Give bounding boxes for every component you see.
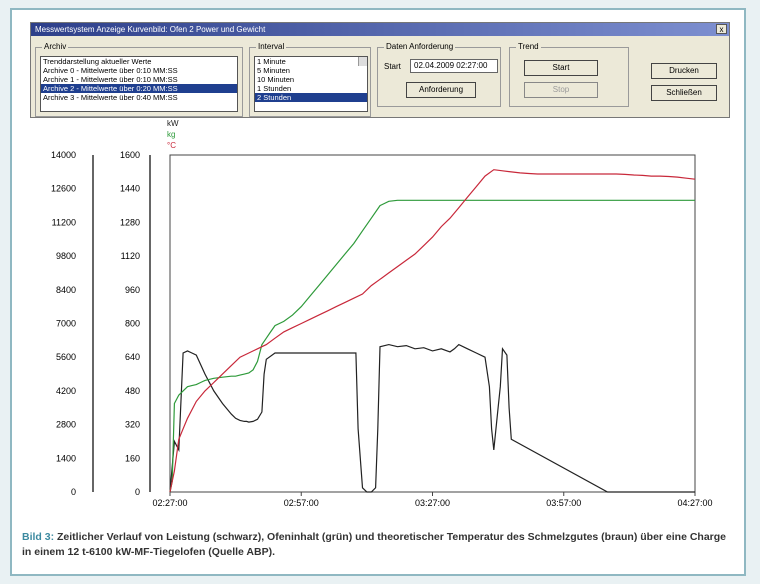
archiv-list-item[interactable]: Archive 0 - Mittelwerte über 0:10 MM:SS [43,66,178,75]
interval-group-label: Interval [256,42,287,51]
trend-stop-button[interactable]: Stop [524,82,598,98]
daten-group: Daten Anforderung Start 02.04.2009 02:27… [377,42,501,107]
start-datetime-field[interactable]: 02.04.2009 02:27:00 [410,59,498,73]
start-label: Start [384,62,401,71]
interval-scrollbar[interactable] [358,57,367,66]
print-button[interactable]: Drucken [651,63,717,79]
figure-caption: Bild 3: Zeitlicher Verlauf von Leistung … [22,530,730,560]
window-title: Messwertsystem Anzeige Kurvenbild: Ofen … [31,23,729,36]
archiv-list-item[interactable]: Archive 1 - Mittelwerte über 0:10 MM:SS [43,75,178,84]
unit-label-kw: kW [167,119,179,128]
interval-list-item-selected[interactable]: 2 Stunden [255,93,367,102]
interval-list[interactable]: 1 Minute 5 Minuten 10 Minuten 1 Stunden … [254,56,368,112]
app-window: Messwertsystem Anzeige Kurvenbild: Ofen … [30,22,730,118]
daten-group-label: Daten Anforderung [384,42,456,51]
archiv-group-label: Archiv [42,42,69,51]
interval-list-item[interactable]: 10 Minuten [257,75,295,84]
caption-text: Zeitlicher Verlauf von Leistung (schwarz… [22,531,727,558]
trend-group-label: Trend [516,42,541,51]
archiv-list-item[interactable]: Trenddarstellung aktueller Werte [43,57,152,66]
interval-list-item[interactable]: 1 Minute [257,57,286,66]
anforderung-button[interactable]: Anforderung [406,82,476,98]
unit-label-temp: °C [167,141,176,150]
archiv-list-item-selected[interactable]: Archive 2 - Mittelwerte über 0:20 MM:SS [41,84,237,93]
interval-list-item[interactable]: 5 Minuten [257,66,290,75]
trend-start-button[interactable]: Start [524,60,598,76]
archiv-list[interactable]: Trenddarstellung aktueller Werte Archive… [40,56,238,112]
unit-label-kg: kg [167,130,176,139]
interval-list-item[interactable]: 1 Stunden [257,84,292,93]
close-window-button[interactable]: x [716,24,727,34]
archiv-group: Archiv Trenddarstellung aktueller Werte … [35,42,243,117]
trend-group: Trend Start Stop [509,42,629,107]
interval-group: Interval 1 Minute 5 Minuten 10 Minuten 1… [249,42,371,117]
close-button[interactable]: Schließen [651,85,717,101]
caption-lead: Bild 3: [22,531,55,543]
archiv-list-item[interactable]: Archive 3 - Mittelwerte über 0:40 MM:SS [43,93,178,102]
